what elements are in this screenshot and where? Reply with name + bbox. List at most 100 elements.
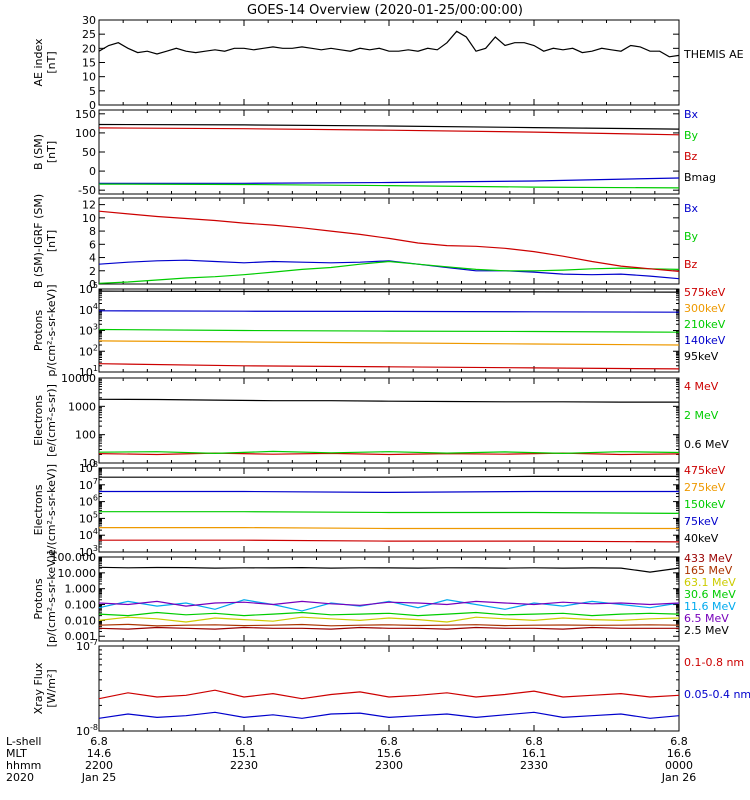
y-axis-unit-label: [nT] bbox=[45, 230, 58, 252]
time-axis-date: Jan 25 bbox=[81, 771, 116, 784]
y-tick-label: 10-7 bbox=[76, 638, 98, 653]
time-axis-mlt: 16.6 bbox=[667, 747, 692, 760]
legend-label-433-mev: 433 MeV bbox=[684, 552, 733, 565]
series-line-bz bbox=[98, 127, 680, 136]
time-axis-date: Jan 26 bbox=[661, 771, 696, 784]
panel-frame bbox=[98, 645, 680, 732]
legend-label-2-5-mev: 2.5 MeV bbox=[684, 624, 729, 637]
series-line-0-6-mev bbox=[98, 398, 679, 403]
series-line-11-6-mev bbox=[98, 599, 680, 612]
series-line-95kev bbox=[98, 290, 680, 293]
y-tick-label: 102 bbox=[79, 343, 98, 358]
panel-frame bbox=[98, 109, 680, 195]
time-axis-mlt: 16.1 bbox=[522, 747, 547, 760]
time-axis-lshell: 6.8 bbox=[380, 735, 398, 748]
y-tick-label: 0 bbox=[89, 99, 96, 112]
time-axis-hhmm: 2330 bbox=[520, 759, 548, 772]
y-tick-label: 100.000 bbox=[51, 551, 97, 564]
time-axis-mlt: 15.1 bbox=[232, 747, 257, 760]
time-axis-mlt: 15.6 bbox=[377, 747, 402, 760]
legend-label-2-mev: 2 MeV bbox=[684, 409, 719, 422]
legend-label-bz: Bz bbox=[684, 150, 698, 163]
panel-frame bbox=[98, 467, 680, 553]
series-line-themis-ae bbox=[98, 30, 680, 58]
y-tick-label: 104 bbox=[79, 302, 98, 317]
series-line-0-1-0-8-nm bbox=[98, 689, 680, 700]
legend-label-475kev: 475keV bbox=[684, 464, 726, 477]
y-tick-label: 0 bbox=[89, 278, 96, 291]
panel-frame bbox=[98, 19, 680, 106]
series-line-bmag bbox=[98, 123, 680, 130]
panel-electrons-mev: 10 100 1000 10000 Electrons [e/(cm²-s-sr)] 4 M… bbox=[32, 372, 729, 470]
series-line-bx bbox=[99, 177, 680, 184]
series-line-bx bbox=[98, 259, 680, 280]
legend-label-11-6-mev: 11.6 MeV bbox=[684, 600, 736, 613]
legend-label-6-5-mev: 6.5 MeV bbox=[684, 612, 729, 625]
y-tick-label: 50 bbox=[82, 146, 96, 159]
time-axis-row-label: hhmm bbox=[6, 759, 41, 772]
series-line-0-05-0-4-nm bbox=[98, 711, 680, 719]
y-tick-label: 10-8 bbox=[76, 723, 98, 738]
legend-label-0-05-0-4-nm: 0.05-0.4 nm bbox=[684, 688, 750, 701]
legend-label-575kev: 575keV bbox=[684, 286, 726, 299]
y-tick-label: 10 bbox=[82, 457, 96, 470]
y-tick-label: 101 bbox=[79, 364, 98, 379]
series-line-63-1-mev bbox=[98, 616, 680, 623]
y-tick-label: 1.000 bbox=[65, 583, 97, 596]
y-tick-label: 12 bbox=[82, 199, 96, 212]
legend-label-150kev: 150keV bbox=[684, 498, 726, 511]
y-tick-label: 0.100 bbox=[65, 599, 97, 612]
legend-label-bmag: Bmag bbox=[684, 171, 716, 184]
legend-label-themis-ae: THEMIS AE bbox=[683, 48, 744, 61]
legend-label-4-mev: 4 MeV bbox=[684, 380, 719, 393]
y-tick-label: 100 bbox=[75, 429, 96, 442]
time-axis-hhmm: 0000 bbox=[665, 759, 693, 772]
legend-label-by: By bbox=[684, 230, 699, 243]
y-axis-label: Protons bbox=[32, 310, 45, 351]
y-tick-label: 105 bbox=[79, 281, 98, 296]
panel-xray: 10-8 10-7 Xray Flux [W/m²] 0.1-0.8 nm 0.05-0.… bbox=[32, 638, 750, 738]
y-axis-label: B (SM)-IGRF (SM) bbox=[32, 194, 45, 288]
y-axis-label: Electrons bbox=[32, 395, 45, 446]
series-line-165-mev bbox=[98, 623, 680, 627]
legend-label-75kev: 75keV bbox=[684, 515, 719, 528]
legend-label-275kev: 275keV bbox=[684, 481, 726, 494]
y-tick-label: 2 bbox=[89, 265, 96, 278]
legend-label-by: By bbox=[684, 129, 699, 142]
panel-frame bbox=[98, 197, 680, 285]
series-line-2-mev bbox=[98, 450, 680, 455]
y-tick-label: 15 bbox=[82, 57, 96, 70]
legend-label-bx: Bx bbox=[684, 108, 699, 121]
y-tick-label: 10000 bbox=[61, 372, 96, 385]
series-line-210kev bbox=[98, 328, 680, 333]
y-axis-unit-label: [nT] bbox=[45, 51, 58, 73]
y-tick-label: 10.000 bbox=[58, 567, 97, 580]
series-line-6-5-mev bbox=[98, 600, 680, 607]
y-axis-unit-label: p/(cm²-s-sr-keV)] bbox=[45, 284, 58, 376]
time-axis-lshell: 6.8 bbox=[235, 735, 253, 748]
legend-label-63-1-mev: 63.1 MeV bbox=[684, 576, 736, 589]
y-tick-label: 105 bbox=[79, 510, 98, 525]
y-tick-label: 150 bbox=[75, 108, 96, 121]
time-axis-lshell: 6.8 bbox=[525, 735, 543, 748]
y-tick-label: 104 bbox=[79, 527, 98, 542]
series-line-575kev bbox=[98, 363, 680, 370]
y-axis-label: Protons bbox=[32, 578, 45, 619]
y-tick-label: 0.001 bbox=[65, 630, 97, 643]
y-tick-label: 0 bbox=[89, 165, 96, 178]
y-axis-label: Xray Flux bbox=[32, 662, 45, 714]
series-line-bz bbox=[98, 210, 680, 272]
legend-label-210kev: 210keV bbox=[684, 318, 726, 331]
legend-label-140kev: 140keV bbox=[684, 334, 726, 347]
y-tick-label: 1000 bbox=[68, 400, 96, 413]
series-line-475kev bbox=[99, 539, 680, 543]
series-line-300kev bbox=[98, 340, 680, 346]
legend-label-300kev: 300keV bbox=[684, 302, 726, 315]
legend-label-165-mev: 165 MeV bbox=[684, 564, 733, 577]
series-line-40kev bbox=[99, 475, 679, 478]
